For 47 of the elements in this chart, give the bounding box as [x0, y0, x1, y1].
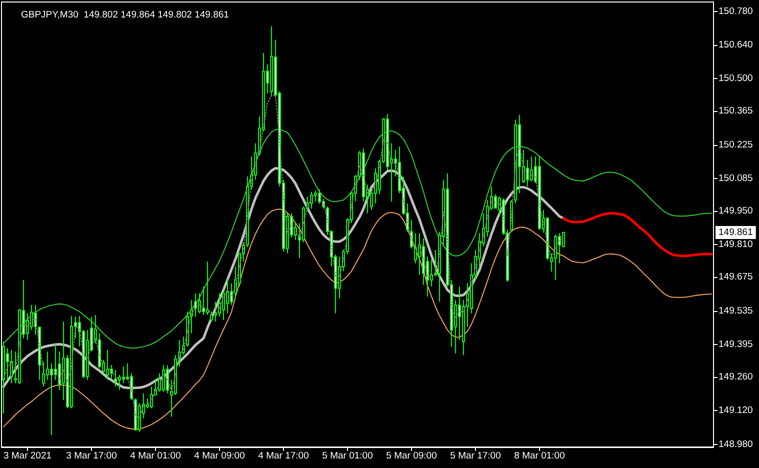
x-tick-label: 5 Mar 01:00	[322, 450, 373, 462]
y-tick-label: 150.640	[718, 40, 753, 51]
x-tick-label: 3 Mar 17:00	[66, 450, 117, 462]
y-tick-label: 150.780	[718, 6, 753, 17]
line-series	[562, 212, 713, 258]
x-tick-label: 8 Mar 01:00	[514, 450, 565, 462]
candlestick	[270, 26, 273, 98]
x-tick-label: 4 Mar 01:00	[130, 450, 181, 462]
candlestick	[2, 341, 5, 414]
y-tick-label: 148.980	[718, 438, 753, 450]
text: GBPJPY,M30 149.802 149.864 149.802 149.861	[21, 10, 229, 20]
x-tick-label: 4 Mar 09:00	[194, 450, 245, 462]
y-tick-label: 149.535	[718, 305, 753, 316]
candlestick	[194, 292, 197, 318]
y-tick-label: 149.260	[718, 372, 753, 383]
candlestick	[70, 315, 73, 409]
candlestick	[114, 370, 117, 388]
annotation: 149.861	[718, 226, 753, 238]
candlestick	[318, 188, 321, 204]
x-tick-label: 3 Mar 2021	[3, 450, 52, 462]
y-tick-label: 149.395	[718, 339, 753, 350]
x-tick-label: 5 Mar 17:00	[450, 450, 501, 462]
candlestick	[162, 364, 165, 392]
y-tick-label: 150.225	[718, 139, 753, 150]
line-series	[3, 128, 712, 349]
candlestick	[310, 191, 313, 210]
candlestick	[206, 261, 209, 316]
candlestick	[514, 119, 517, 204]
y-tick-label: 150.365	[718, 106, 753, 117]
line-series	[3, 95, 564, 418]
candlestick	[218, 292, 221, 318]
x-tick-label: 4 Mar 17:00	[258, 450, 309, 462]
candlestick	[10, 349, 13, 384]
y-tick-label: 150.500	[718, 73, 753, 84]
y-tick-label: 150.085	[718, 173, 753, 184]
y-tick-label: 149.675	[718, 272, 753, 283]
line-series	[3, 208, 712, 430]
candlestick	[178, 339, 181, 368]
candlestick	[106, 349, 109, 380]
candlestick	[134, 398, 137, 432]
x-tick-label: 5 Mar 09:00	[386, 450, 437, 462]
candlestick	[554, 234, 557, 281]
candlestick	[166, 364, 169, 394]
y-tick-label: 149.810	[718, 239, 753, 250]
candlestick	[538, 156, 541, 230]
y-tick-label: 149.120	[718, 405, 753, 416]
y-tick-label: 149.950	[718, 206, 753, 217]
